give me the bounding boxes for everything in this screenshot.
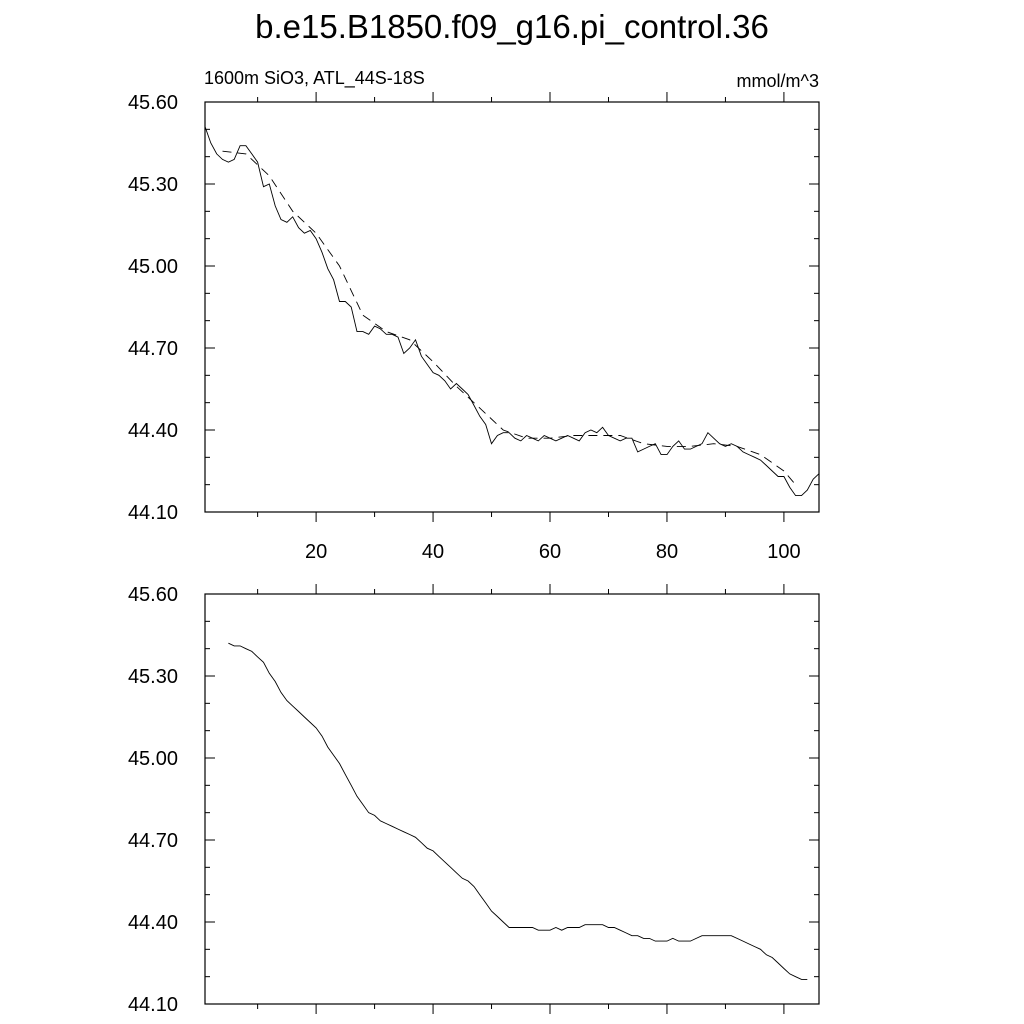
top-panel: 1600m SiO3, ATL_44S-18S mmol/m^3 44.1044…	[128, 68, 820, 563]
top-panel-y-tick-label: 45.00	[128, 256, 178, 278]
bottom-panel-y-tick-label: 45.00	[128, 748, 178, 770]
bottom-panel-y-tick-label: 45.30	[128, 666, 178, 688]
top-panel-units: mmol/m^3	[737, 71, 819, 91]
top-panel-y-tick-label: 45.60	[128, 92, 178, 114]
bottom-panel-series	[228, 642, 808, 980]
bottom-panel: 44.10 44.40 44.70 45.00 45.30 45.60	[128, 584, 820, 1016]
bottom-panel-y-tick-label: 45.60	[128, 584, 178, 606]
top-panel-ticks	[205, 92, 819, 522]
top-panel-series-line	[204, 126, 820, 497]
top-panel-series	[204, 126, 820, 497]
bottom-panel-tick-labels: 44.10 44.40 44.70 45.00 45.30 45.60	[128, 584, 178, 1016]
bottom-panel-ticks	[205, 584, 819, 1014]
bottom-panel-y-tick-label: 44.70	[128, 830, 178, 852]
top-panel-plot-area	[204, 101, 820, 513]
top-panel-tick-labels: 44.10 44.40 44.70 45.00 45.30 45.60 20 40 60 80 10…	[128, 92, 801, 563]
top-panel-y-tick-label: 44.10	[128, 502, 178, 524]
chart-title: b.e15.B1850.f09_g16.pi_control.36	[255, 8, 769, 45]
top-panel-y-tick-label: 44.70	[128, 338, 178, 360]
top-panel-x-tick-label: 100	[767, 541, 800, 563]
top-panel-x-tick-label: 80	[656, 541, 678, 563]
top-panel-trend-line	[222, 150, 796, 485]
top-panel-y-tick-label: 44.40	[128, 420, 178, 442]
bottom-panel-plot-area	[204, 593, 820, 1005]
bottom-panel-y-tick-label: 44.40	[128, 912, 178, 934]
top-panel-x-tick-label: 60	[539, 541, 561, 563]
top-panel-x-tick-label: 40	[422, 541, 444, 563]
top-panel-subtitle-left: 1600m SiO3, ATL_44S-18S	[204, 68, 425, 89]
top-panel-x-tick-label: 20	[305, 541, 327, 563]
top-panel-y-tick-label: 45.30	[128, 174, 178, 196]
bottom-panel-smoothed-line	[228, 642, 808, 980]
bottom-panel-y-tick-label: 44.10	[128, 994, 178, 1016]
